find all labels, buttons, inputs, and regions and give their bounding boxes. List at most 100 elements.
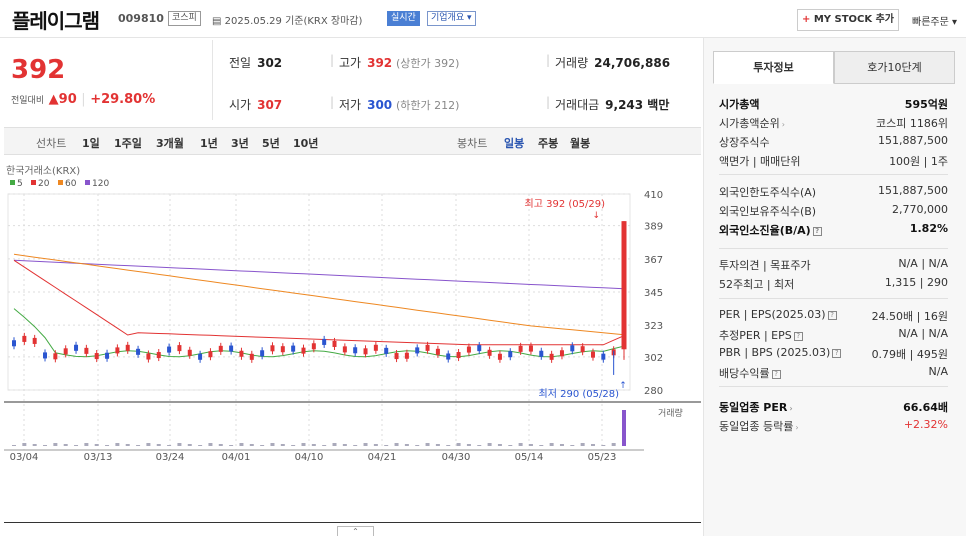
volume-bar bbox=[177, 443, 182, 446]
candle-body bbox=[177, 345, 182, 352]
ma-line bbox=[13, 259, 625, 290]
info-value: 24.50배 | 16원 bbox=[871, 310, 948, 323]
volume-bar bbox=[156, 444, 161, 446]
candle-body bbox=[477, 345, 482, 352]
volume-bar bbox=[446, 445, 451, 446]
tab-1year[interactable]: 1년 bbox=[200, 137, 218, 150]
candle-body bbox=[518, 345, 523, 352]
company-info-button[interactable]: 기업개요 ▾ bbox=[427, 11, 476, 26]
info-key: 동일업종 PER › bbox=[719, 401, 793, 414]
volume-bar bbox=[373, 444, 378, 446]
candle-body bbox=[280, 346, 285, 353]
help-icon[interactable]: ? bbox=[771, 370, 781, 379]
tab-1week[interactable]: 1주일 bbox=[114, 137, 142, 150]
last-candle-body bbox=[621, 221, 627, 350]
info-value: N/A | N/A bbox=[898, 327, 948, 340]
candle-body bbox=[32, 337, 37, 344]
candle-body bbox=[249, 353, 254, 360]
tab-3month[interactable]: 3개월 bbox=[156, 137, 184, 150]
volume-bar bbox=[280, 444, 285, 446]
day-low: 저가 300 (하한가 212) bbox=[339, 98, 460, 112]
volume-bar bbox=[146, 443, 151, 446]
volume-bar bbox=[32, 444, 37, 446]
candle-body bbox=[105, 352, 110, 359]
volume-bar bbox=[570, 445, 575, 446]
tab-3year[interactable]: 3년 bbox=[231, 137, 249, 150]
volume-bar bbox=[435, 444, 440, 446]
x-tick-label: 03/13 bbox=[84, 452, 113, 462]
moving-averages bbox=[13, 253, 625, 358]
info-value: 66.64배 bbox=[903, 401, 948, 414]
help-icon[interactable]: ? bbox=[827, 311, 837, 320]
x-tick-label: 04/21 bbox=[368, 452, 397, 462]
candle-body bbox=[497, 353, 502, 360]
chevron-right-icon[interactable]: › bbox=[789, 404, 793, 413]
info-value: 코스피 1186위 bbox=[876, 117, 948, 130]
volume-bar bbox=[270, 443, 275, 446]
section-divider bbox=[719, 248, 948, 249]
legend-swatch bbox=[31, 180, 36, 185]
date-text: ▤ 2025.05.29 기준(KRX 장마감) bbox=[212, 16, 363, 27]
candle-body bbox=[311, 343, 316, 350]
legend-label: 60 bbox=[65, 179, 77, 189]
tab-1day[interactable]: 1일 bbox=[82, 137, 100, 150]
volume-bar bbox=[549, 443, 554, 446]
info-row: 동일업종 등락률 › +2.32% bbox=[719, 418, 948, 434]
info-row: 액면가 | 매매단위 100원 | 1주 bbox=[719, 153, 948, 169]
candle-body bbox=[301, 347, 306, 354]
candle-body bbox=[198, 353, 203, 360]
info-key: 외국인한도주식수(A) bbox=[719, 186, 817, 199]
legend-label: 5 bbox=[17, 179, 23, 189]
volume-bar bbox=[301, 443, 306, 446]
y-tick-label: 302 bbox=[644, 353, 663, 364]
tab-orderbook[interactable]: 호가10단계 bbox=[834, 51, 955, 84]
min-annotation: 최저 290 (05/28) bbox=[539, 388, 620, 400]
volume-bar bbox=[518, 443, 523, 446]
volume-bar bbox=[167, 445, 172, 446]
volume-bar bbox=[249, 444, 254, 446]
candle-body bbox=[74, 344, 79, 351]
candle-body bbox=[580, 346, 585, 353]
tab-monthly[interactable]: 월봉 bbox=[570, 137, 591, 150]
info-key: PBR | BPS (2025.03)? bbox=[719, 346, 842, 359]
tab-10year[interactable]: 10년 bbox=[293, 137, 319, 150]
volume-bar bbox=[260, 445, 265, 446]
legend-swatch bbox=[10, 180, 15, 185]
volume-bar bbox=[43, 445, 48, 446]
x-axis-labels: 03/04 03/13 03/24 04/01 04/10 04/21 04/30 05/14… bbox=[10, 452, 617, 462]
volume-bar bbox=[539, 445, 544, 446]
info-row: 추정PER | EPS? N/A | N/A bbox=[719, 327, 948, 343]
ma-line bbox=[13, 253, 625, 336]
live-tag[interactable]: 실시간 bbox=[387, 11, 420, 26]
info-value: N/A | N/A bbox=[898, 257, 948, 270]
candle-body bbox=[353, 347, 358, 354]
info-key: 외국인보유주식수(B) bbox=[719, 205, 817, 218]
help-icon[interactable]: ? bbox=[832, 349, 842, 358]
candle-body bbox=[394, 353, 399, 360]
price-chart[interactable]: 한국거래소(KRX) 5 20 60 120 410 389 367 345 323 302 28… bbox=[4, 160, 701, 462]
info-key: 추정PER | EPS? bbox=[719, 327, 803, 343]
quick-order-button[interactable]: 빠른주문 ▾ bbox=[912, 17, 957, 28]
chevron-right-icon[interactable]: › bbox=[781, 120, 785, 129]
collapse-button[interactable]: ⌃ bbox=[337, 526, 374, 536]
chevron-right-icon[interactable]: › bbox=[795, 423, 799, 432]
info-row: 외국인한도주식수(A) 151,887,500 bbox=[719, 184, 948, 200]
line-chart-label: 선차트 bbox=[36, 137, 67, 150]
info-row: 상장주식수 151,887,500 bbox=[719, 134, 948, 150]
tab-weekly[interactable]: 주봉 bbox=[538, 137, 559, 150]
volume-bar bbox=[63, 444, 68, 446]
stock-header: 플레이그램 009810 코스피 ▤ 2025.05.29 기준(KRX 장마감… bbox=[0, 0, 966, 38]
x-tick-label: 05/14 bbox=[515, 452, 544, 462]
my-stock-add-button[interactable]: + MY STOCK 추가 bbox=[797, 9, 899, 31]
help-icon[interactable]: ? bbox=[793, 332, 803, 341]
tab-daily[interactable]: 일봉 bbox=[504, 137, 525, 150]
help-icon[interactable]: ? bbox=[812, 227, 822, 236]
info-row: 52주최고 | 최저 1,315 | 290 bbox=[719, 276, 948, 292]
invest-info-panel: 투자정보 호가10단계 시가총액 595억원 시가총액순위 › 코스피 1186위 상장주… bbox=[703, 38, 966, 536]
candle-body bbox=[466, 346, 471, 353]
volume-bar bbox=[125, 444, 130, 446]
tab-5year[interactable]: 5년 bbox=[262, 137, 280, 150]
tab-invest-info[interactable]: 투자정보 bbox=[713, 51, 834, 84]
volume-bar bbox=[53, 443, 58, 446]
info-value: +2.32% bbox=[903, 418, 948, 431]
